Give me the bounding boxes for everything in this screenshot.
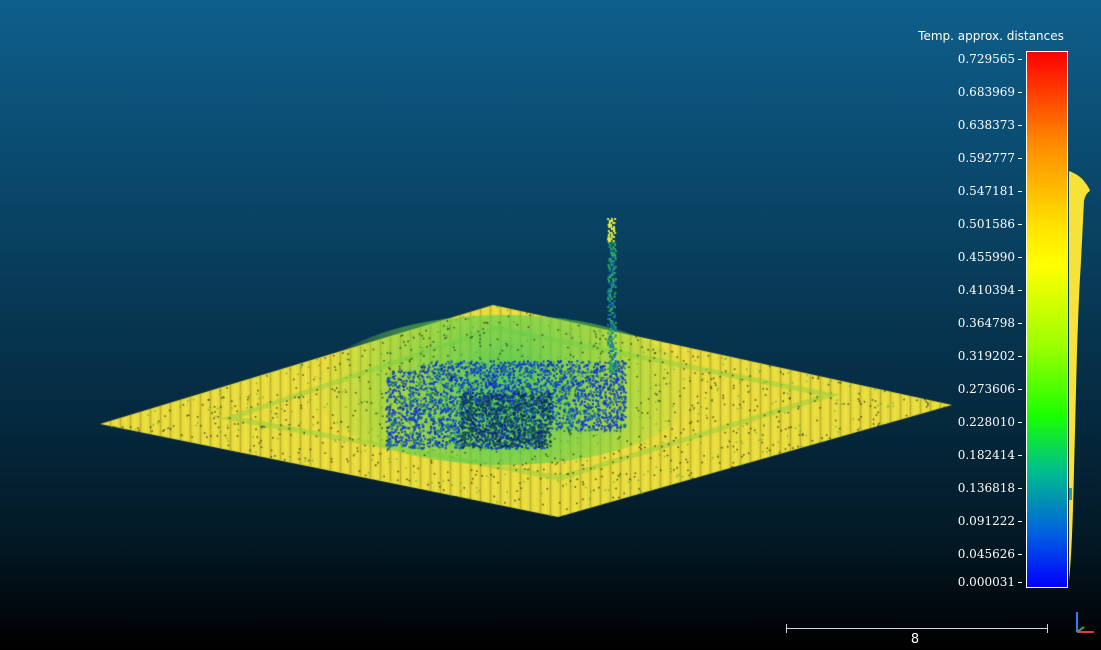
colorbar-tick: 0.273606: [958, 382, 1022, 396]
axes-trihedron-icon: [1076, 612, 1094, 633]
colorbar-tick: 0.319202: [958, 349, 1022, 363]
colorbar-tick: 0.228010: [958, 415, 1022, 429]
colorbar-tick: 0.638373: [958, 118, 1022, 132]
colorbar-tick: 0.683969: [958, 85, 1022, 99]
colorbar-tick: 0.592777: [958, 151, 1022, 165]
colorbar-tick-labels: 0.729565 0.683969 0.638373 0.592777 0.54…: [936, 0, 1026, 650]
colorbar-tick: 0.547181: [958, 184, 1022, 198]
scalar-colorbar: [1026, 51, 1068, 588]
scale-bar: [786, 624, 1048, 633]
colorbar-tick: 0.182414: [958, 448, 1022, 462]
colorbar-tick: 0.455990: [958, 250, 1022, 264]
scalar-histogram: [1069, 171, 1090, 581]
colorbar-tick: 0.136818: [958, 481, 1022, 495]
colorbar-tick: 0.091222: [958, 514, 1022, 528]
scalar-field-title: Temp. approx. distances: [918, 29, 1064, 43]
colorbar-tick: 0.729565: [958, 52, 1022, 66]
colorbar-tick: 0.000031: [958, 575, 1022, 589]
colorbar-tick: 0.501586: [958, 217, 1022, 231]
colorbar-tick: 0.045626: [958, 547, 1022, 561]
scale-bar-label: 8: [910, 632, 920, 647]
colorbar-tick: 0.410394: [958, 283, 1022, 297]
colorbar-tick: 0.364798: [958, 316, 1022, 330]
